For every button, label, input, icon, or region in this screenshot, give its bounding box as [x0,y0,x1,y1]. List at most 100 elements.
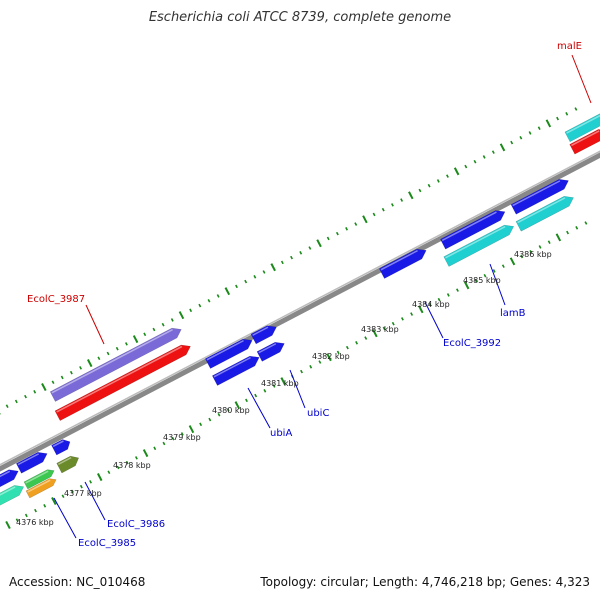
accession-label: Accession: NC_010468 [9,575,146,589]
inner-tick [234,401,241,410]
gene-label-ecolc_3986: EcolC_3986 [107,519,165,530]
inner-tick [70,489,74,494]
inner-tick [79,484,83,489]
inner-tick [538,245,542,249]
gene-orange-shine [27,479,51,493]
inner-tick [575,226,579,230]
outer-tick [519,135,523,140]
inner-tick [326,353,332,362]
inner-tick [162,441,166,446]
outer-tick [326,236,330,241]
inner-tick [208,417,212,422]
outer-tick [115,346,119,351]
outer-tick [299,251,303,255]
inner-tick [142,449,149,458]
leader-line-5 [289,369,306,409]
genome-summary: Topology: circular; Length: 4,746,218 bp… [260,575,590,589]
outer-tick [491,150,495,154]
inner-tick [400,317,404,321]
kbp-label-0: 4376 kbp [16,518,54,527]
inner-tick [446,293,450,297]
outer-tick [170,318,174,322]
outer-tick [427,183,431,188]
genome-backbone [0,150,600,472]
gene-male-red-shine [571,130,600,147]
outer-tick [354,222,358,226]
gene-ecolc-3992-shine [380,250,418,271]
inner-tick [171,436,175,441]
outer-tick [545,119,552,128]
outer-tick [335,231,339,236]
gene-ubia-upper [204,338,253,369]
outer-tick [216,294,220,298]
gene-ubic-lower [256,341,285,362]
outer-tick [565,112,569,116]
gene-ubia-lower [211,355,260,386]
inner-tick [456,288,459,292]
kbp-label-6: 4382 kbp [312,352,350,361]
outer-tick [79,366,83,370]
outer-tick [400,198,404,202]
kbp-label-1: 4377 kbp [64,489,102,498]
inner-tick [555,233,562,242]
outer-tick [41,383,47,392]
inner-tick [125,460,129,465]
gene-lamb-blue [440,210,506,250]
inner-tick [51,497,57,506]
inner-tick [520,254,524,259]
outer-tick [253,274,257,279]
outer-tick [143,332,147,337]
inner-tick [89,480,93,484]
outer-tick [482,155,486,159]
outer-tick [316,239,322,248]
gene-label-lamb: lamB [500,308,526,319]
gene-label-ubia: ubiA [270,428,292,439]
gene-left-blue-0-shine [0,470,11,478]
inner-tick [34,508,37,513]
inner-tick [245,398,248,403]
gene-ubia-upper-shine [206,340,244,361]
gene-labels: malE EcolC_3987 EcolC_3992 lamB ubiA ubiC Ecol… [27,41,592,549]
gene-male-cyan-shine [566,114,600,134]
inner-tick [272,384,276,388]
outer-tick [5,404,9,408]
gene-ecolc-3987-purple [49,327,182,402]
gene-ecolc-3987-purple-shine [51,329,173,394]
inner-tick [116,465,120,470]
outer-tick [124,342,128,346]
leader-line-1 [85,304,105,345]
map-title: Escherichia coli ATCC 8739, complete gen… [148,10,452,25]
gene-label-ecolc_3987: EcolC_3987 [27,294,85,305]
gene-olive-shine [58,457,72,465]
outer-tick [106,351,110,356]
gene-label-ecolc_3985: EcolC_3985 [78,538,136,549]
kbp-label-3: 4379 kbp [163,433,201,442]
kbp-label-7: 4383 kbp [361,325,399,334]
inner-tick [364,336,368,340]
outer-tick [574,107,578,111]
outer-tick [345,227,349,231]
outer-tick [235,284,238,289]
inner-tick [428,302,432,307]
leader-line-4 [247,387,271,429]
gene-left-blue-1-shine [17,453,39,466]
inner-tick [382,326,386,331]
outer-tick [436,179,440,183]
inner-tick [474,278,478,283]
outer-tick [97,356,101,361]
inner-tick [263,388,267,393]
kbp-label-2: 4378 kbp [113,461,151,470]
inner-tick [345,345,349,350]
gene-ubic-lower-shine [258,343,277,354]
gene-ecolc-3987-red-shine [56,345,183,413]
outer-tick [290,255,293,260]
inner-tick [318,360,322,364]
outer-tick [270,263,276,272]
inner-tick [355,341,359,345]
kbp-label-8: 4384 kbp [412,300,450,309]
outer-tick [60,375,64,380]
outer-tick [86,359,93,368]
leader-line-6 [84,481,106,521]
kbp-labels: 4376 kbp 4377 kbp 4378 kbp 4379 kbp 4380 kbp… [16,250,552,527]
